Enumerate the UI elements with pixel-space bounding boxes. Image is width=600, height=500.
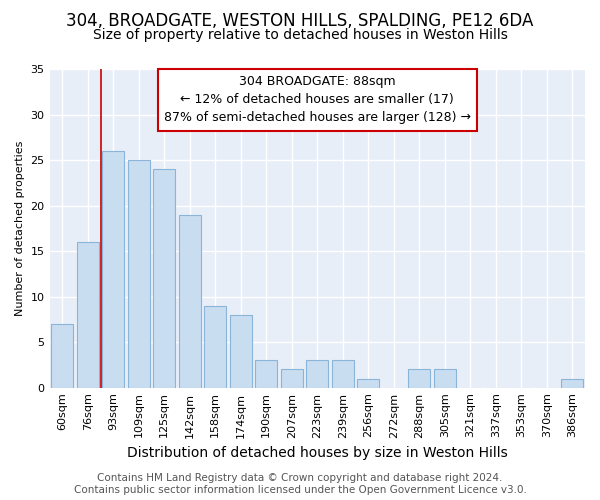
- Bar: [77, 242, 98, 388]
- Text: 304, BROADGATE, WESTON HILLS, SPALDING, PE12 6DA: 304, BROADGATE, WESTON HILLS, SPALDING, …: [67, 12, 533, 30]
- Bar: [205, 306, 226, 388]
- Bar: [562, 378, 583, 388]
- Bar: [154, 169, 175, 388]
- Bar: [230, 315, 251, 388]
- Bar: [358, 378, 379, 388]
- Bar: [128, 160, 149, 388]
- Bar: [307, 360, 328, 388]
- Bar: [256, 360, 277, 388]
- Text: Contains HM Land Registry data © Crown copyright and database right 2024.
Contai: Contains HM Land Registry data © Crown c…: [74, 474, 526, 495]
- Bar: [434, 370, 455, 388]
- Bar: [179, 214, 200, 388]
- Bar: [103, 151, 124, 388]
- Text: 304 BROADGATE: 88sqm
← 12% of detached houses are smaller (17)
87% of semi-detac: 304 BROADGATE: 88sqm ← 12% of detached h…: [164, 76, 471, 124]
- Bar: [52, 324, 73, 388]
- Bar: [332, 360, 353, 388]
- X-axis label: Distribution of detached houses by size in Weston Hills: Distribution of detached houses by size …: [127, 446, 508, 460]
- Y-axis label: Number of detached properties: Number of detached properties: [15, 140, 25, 316]
- Text: Size of property relative to detached houses in Weston Hills: Size of property relative to detached ho…: [92, 28, 508, 42]
- Bar: [281, 370, 302, 388]
- Bar: [409, 370, 430, 388]
